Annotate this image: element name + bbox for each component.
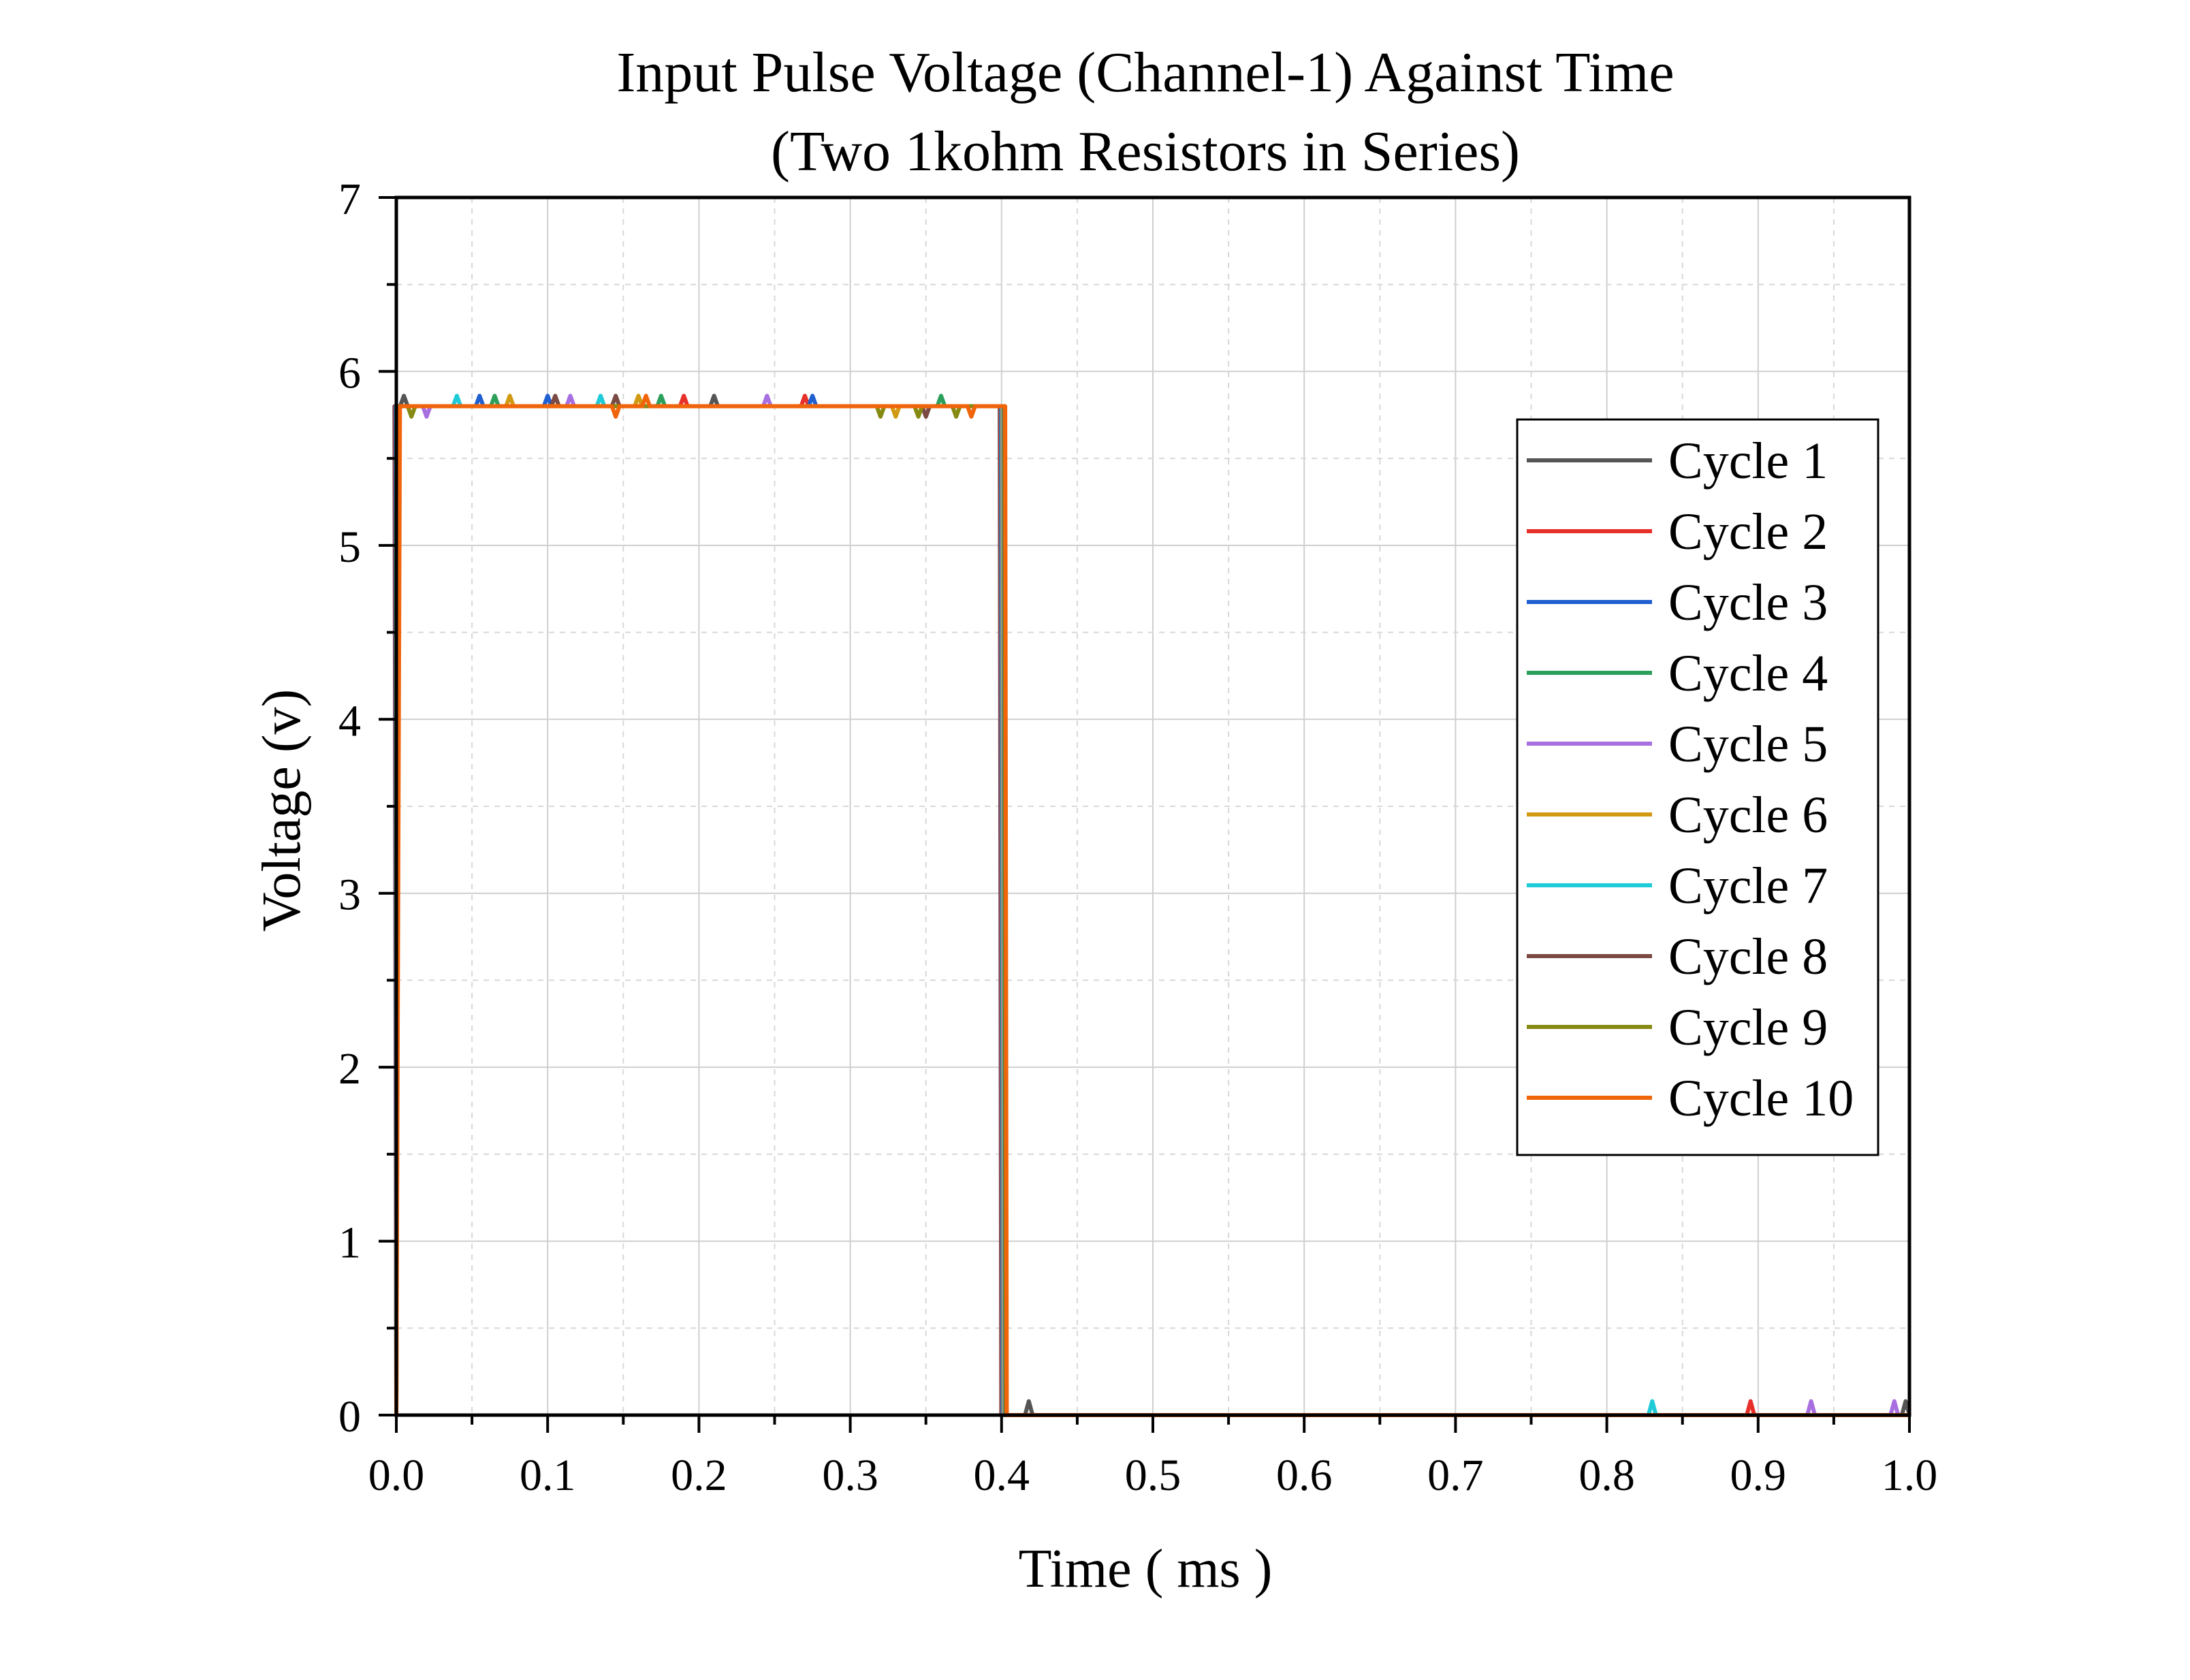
axes: 0.0 0.1 0.2 0.3 0.4 0.5 0.6 0.7 0.8 0.9 1.0 0 1 2 3 4 5 6… [338, 174, 1937, 1500]
legend: Cycle 1 Cycle 2 Cycle 3 Cycle 4 Cycle 5 Cycle… [1516, 418, 1879, 1156]
x-tick-label: 1.0 [1882, 1451, 1938, 1500]
y-tick-label: 0 [338, 1392, 361, 1442]
legend-label: Cycle 2 [1668, 503, 1828, 560]
legend-label: Cycle 5 [1668, 716, 1828, 773]
legend-label: Cycle 4 [1668, 645, 1828, 702]
legend-box [1516, 418, 1879, 1156]
x-tick-label: 0.0 [368, 1451, 425, 1500]
chart-title: Input Pulse Voltage (Channel-1) Against … [616, 41, 1674, 104]
legend-label: Cycle 1 [1668, 432, 1828, 490]
legend-label: Cycle 7 [1668, 857, 1828, 915]
x-axis-title: Time ( ms ) [1019, 1539, 1273, 1599]
y-tick-label: 7 [338, 174, 361, 224]
x-tick-label: 0.7 [1427, 1451, 1484, 1500]
y-tick-label: 2 [338, 1044, 361, 1094]
x-tick-label: 0.3 [822, 1451, 878, 1500]
legend-label: Cycle 3 [1668, 574, 1828, 631]
x-tick-label: 0.9 [1730, 1451, 1787, 1500]
legend-label: Cycle 9 [1668, 999, 1828, 1056]
x-tick-label: 0.8 [1578, 1451, 1635, 1500]
y-tick-label: 1 [338, 1218, 361, 1268]
legend-label: Cycle 6 [1668, 787, 1828, 844]
legend-label: Cycle 10 [1668, 1070, 1854, 1127]
y-tick-label: 6 [338, 348, 361, 398]
chart-subtitle: (Two 1kohm Resistors in Series) [771, 120, 1520, 183]
grid [396, 197, 1910, 1416]
x-tick-label: 0.5 [1125, 1451, 1181, 1500]
y-axis-title: Voltage (v) [252, 689, 312, 932]
series-lines [392, 394, 1911, 1417]
x-tick-label: 0.4 [974, 1451, 1030, 1500]
x-tick-label: 0.1 [520, 1451, 576, 1500]
x-tick-label: 0.2 [671, 1451, 727, 1500]
y-tick-label: 4 [338, 696, 361, 746]
legend-label: Cycle 8 [1668, 928, 1828, 985]
y-tick-label: 5 [338, 522, 361, 572]
x-tick-label: 0.6 [1276, 1451, 1333, 1500]
series-line-10 [394, 394, 1909, 1417]
y-tick-label: 3 [338, 870, 361, 920]
